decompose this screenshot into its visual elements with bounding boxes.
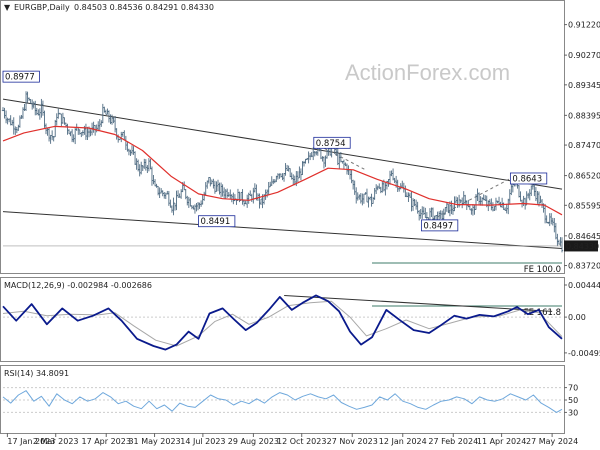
rsi-panel-title: RSI(14) 34.8091: [4, 369, 69, 378]
chart-title-icon: ▼: [4, 3, 11, 12]
price-annotation-box: [2, 70, 40, 83]
x-axis-tick-label: 17 Apr 2023: [81, 437, 130, 446]
macd-trendline: [284, 294, 553, 312]
price-panel-frame: [0, 0, 565, 274]
price-annotation-label: 0.8754: [316, 139, 346, 149]
y-axis-labels: 0.91220 0.90270 0.89345 0.88395 0.87470 0.865…: [3, 21, 600, 417]
price-annotation: 0.8643: [509, 172, 548, 185]
price-projection-line: [421, 178, 511, 226]
price-trendline: [2, 211, 563, 250]
price-bar: [560, 237, 564, 253]
price-panel-title: EURGBP,Daily: [14, 3, 70, 12]
rsi-y-tick-label: 30: [568, 408, 578, 417]
series-lines: [1, 91, 564, 413]
price-y-tick-label: 0.83720: [568, 262, 600, 271]
macd-y-tick-label: 0.00: [568, 313, 586, 322]
rsi-y-tick-label: 70: [568, 384, 578, 393]
macd-signal-line: [2, 300, 563, 347]
price-ohlc-readout: 0.84503 0.84536 0.84291 0.84330: [74, 3, 214, 12]
rsi-line: [2, 390, 563, 413]
price-annotation-box: [198, 215, 236, 228]
price-annotation: 0.8754: [313, 136, 351, 149]
price-annotation: 0.8491: [198, 215, 236, 228]
price-annotations: 0.8977 0.8491 0.8754 0.8497 0.8643: [2, 70, 548, 232]
price-annotation-label: 0.8977: [5, 73, 35, 83]
trendlines: [2, 98, 563, 312]
price-annotation-label: 0.8497: [423, 221, 453, 231]
price-annotation-label: 0.8643: [512, 174, 542, 184]
last-price-label: 0.84330: [566, 242, 599, 251]
macd-y-tick-label: 0.004446: [568, 281, 600, 290]
macd-line: [2, 294, 563, 351]
x-axis-tick-label: 27 Feb 2024: [428, 437, 478, 446]
price-y-tick-label: 0.90270: [568, 51, 600, 60]
last-price-badge: [564, 240, 598, 252]
x-axis-tick-label: 12 Oct 2023: [277, 437, 326, 446]
price-y-tick-label: 0.84645: [568, 232, 600, 241]
watermark: ActionForex.com: [345, 60, 510, 85]
x-axis-tick-label: 27 Nov 2023: [327, 437, 378, 446]
x-axis-tick-label: 31 May 2023: [128, 437, 180, 446]
x-axis-tick-label: 14 Jul 2023: [180, 437, 225, 446]
macd-panel-frame: [0, 277, 565, 362]
fibonacci-level-label: FE 100.0: [524, 265, 561, 275]
x-axis-tick-label: 12 Jan 2024: [379, 437, 427, 446]
fibonacci-level-label: FE 161.8: [524, 308, 561, 318]
price-y-tick-label: 0.85595: [568, 201, 600, 210]
price-annotation-box: [509, 172, 548, 185]
price-y-tick-label: 0.87470: [568, 141, 600, 150]
price-annotation: 0.8497: [421, 219, 459, 232]
macd-y-tick-label: -0.004954: [568, 349, 600, 358]
price-annotation: 0.8977: [2, 70, 40, 83]
x-axis-tick-label: 27 May 2024: [526, 437, 578, 446]
x-axis-tick-label: 2 Mar 2023: [33, 437, 79, 446]
price-y-tick-label: 0.89345: [568, 81, 600, 90]
x-axis-tick-label: 11 Apr 2024: [477, 437, 526, 446]
price-trendline: [2, 98, 563, 190]
price-y-tick-label: 0.91220: [568, 21, 600, 30]
x-axis-tick-label: 29 Aug 2023: [228, 437, 279, 446]
price-annotation-label: 0.8491: [200, 217, 230, 227]
price-annotation-box: [313, 136, 351, 149]
rsi-y-tick-label: 50: [568, 396, 578, 405]
moving-average-line: [2, 125, 563, 216]
price-y-tick-label: 0.88395: [568, 111, 600, 120]
x-axis-tick-label: 17 Jan 2023: [7, 437, 55, 446]
macd-panel-title: MACD(12,26,9) -0.002984 -0.002686: [4, 281, 152, 290]
price-annotation-box: [421, 219, 459, 232]
price-y-tick-label: 0.86520: [568, 172, 600, 181]
